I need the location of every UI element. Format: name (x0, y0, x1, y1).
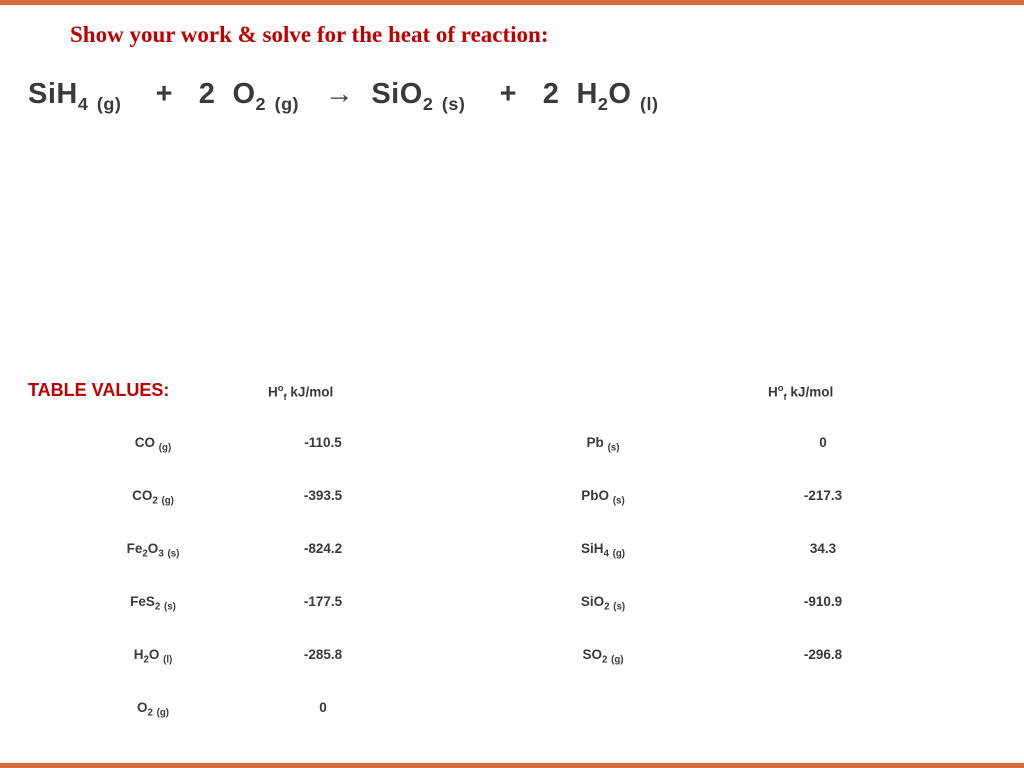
value-cell: -285.8 (268, 647, 378, 662)
arrow-icon: → (325, 78, 355, 110)
value-cell: 34.3 (768, 541, 878, 556)
value-cell: 0 (268, 700, 378, 715)
col-header-hf-right: Hof kJ/mol (768, 383, 833, 403)
species-o2: O2 (g) (232, 78, 299, 110)
species-sio2: SiO2 (s) (371, 78, 465, 110)
species-h2o: H2O (l) (576, 78, 658, 110)
table-row: O2 (g) 0 (28, 700, 996, 730)
table-row: FeS2 (s) -177.5 SiO2 (s) -910.9 (28, 594, 996, 624)
reaction-equation: SiH4 (g) + 2 O2 (g) → SiO2 (s) + 2 H2O (… (28, 78, 659, 115)
coef-2a: 2 (199, 78, 216, 110)
species-cell: PbO (s) (538, 488, 668, 507)
species-cell: Fe2O3 (s) (88, 541, 218, 560)
table-row: CO (g) -110.5 Pb (s) 0 (28, 435, 996, 465)
species-sih4: SiH4 (g) (28, 78, 121, 110)
value-cell: -296.8 (768, 647, 878, 662)
value-cell: -824.2 (268, 541, 378, 556)
prompt-heading: Show your work & solve for the heat of r… (70, 22, 549, 48)
value-cell: -177.5 (268, 594, 378, 609)
species-cell: CO (g) (88, 435, 218, 454)
table-title: TABLE VALUES: (28, 380, 169, 401)
value-cell: -110.5 (268, 435, 378, 450)
species-cell: SiH4 (g) (538, 541, 668, 560)
value-cell: -910.9 (768, 594, 878, 609)
col-header-hf-left: Hof kJ/mol (268, 383, 333, 403)
value-cell: 0 (768, 435, 878, 450)
species-cell: SiO2 (s) (538, 594, 668, 613)
plus-1: + (156, 78, 173, 110)
value-cell: -217.3 (768, 488, 878, 503)
table-row: H2O (l) -285.8 SO2 (g) -296.8 (28, 647, 996, 677)
species-cell: Pb (s) (538, 435, 668, 454)
species-cell: SO2 (g) (538, 647, 668, 666)
value-cell: -393.5 (268, 488, 378, 503)
plus-2: + (500, 78, 517, 110)
species-cell: FeS2 (s) (88, 594, 218, 613)
coef-2b: 2 (543, 78, 560, 110)
table-row: CO2 (g) -393.5 PbO (s) -217.3 (28, 488, 996, 518)
species-cell: CO2 (g) (88, 488, 218, 507)
table-row: Fe2O3 (s) -824.2 SiH4 (g) 34.3 (28, 541, 996, 571)
species-cell: O2 (g) (88, 700, 218, 719)
species-cell: H2O (l) (88, 647, 218, 666)
